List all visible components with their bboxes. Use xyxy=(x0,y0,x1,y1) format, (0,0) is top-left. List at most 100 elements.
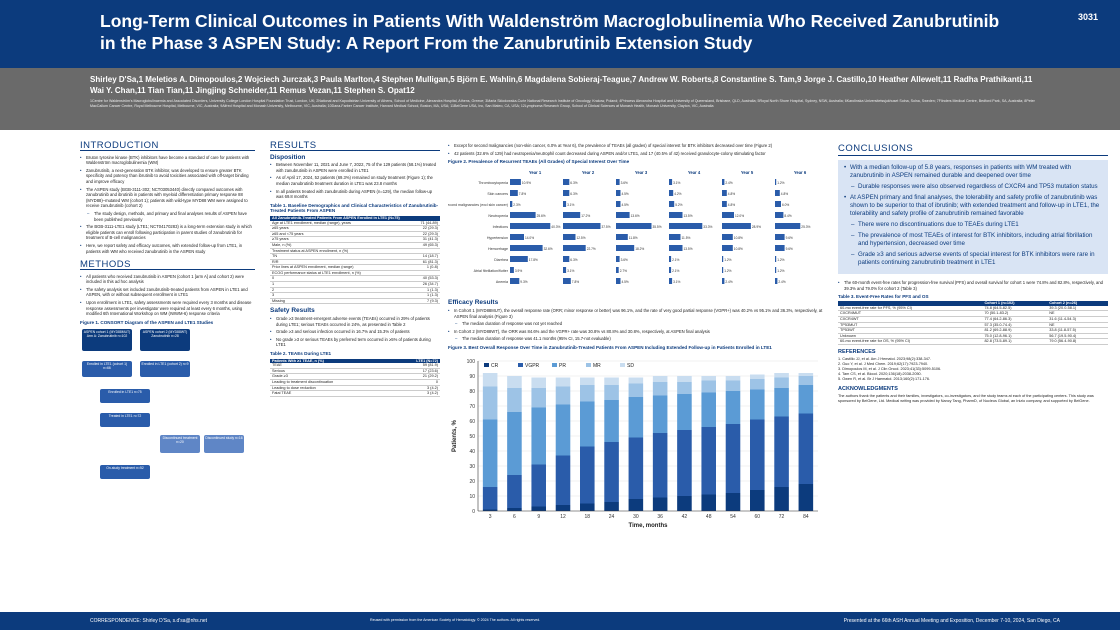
bar-sd xyxy=(652,375,668,382)
prevalence-bar xyxy=(775,222,801,229)
prevalence-figure: Thrombocytopenia Skin cancers Second malig… xyxy=(445,170,811,284)
table-cell: 31 (41.3) xyxy=(416,236,440,243)
table-cell: 56.7 (19.5-90.4) xyxy=(1047,333,1108,340)
x-tick-label: 12 xyxy=(560,514,566,520)
bar-vgpr xyxy=(677,429,692,496)
bar-sd xyxy=(507,375,522,388)
prevalence-label: 4.2% xyxy=(674,192,681,196)
list-item: At ASPEN primary and final analyses, the… xyxy=(844,194,1102,218)
prevalence-label: 9.3% xyxy=(520,280,527,284)
prevalence-label: 40.3% xyxy=(551,225,560,229)
references-heading: REFERENCES xyxy=(838,348,876,355)
x-tick-label: 36 xyxy=(657,514,663,520)
prevalence-bar xyxy=(722,189,727,196)
table-row: CXCR4MUT 70 (50.1-83.2) NE xyxy=(838,310,1108,317)
table-cell: TEAE xyxy=(270,363,392,369)
table-row: Prior lines at ASPEN enrollment, median … xyxy=(270,264,440,271)
table-row: 1 26 (34.7) xyxy=(270,281,440,288)
table-cell: 59 (81.9) xyxy=(391,363,440,369)
list-item: The prevalence of most TEAEs of interest… xyxy=(844,232,1102,248)
prevalence-bar xyxy=(722,211,734,218)
prevalence-label: 18.2% xyxy=(635,247,644,251)
prevalence-bar xyxy=(563,255,570,262)
prevalence-label: 33.3% xyxy=(703,225,712,229)
bar-cr xyxy=(652,497,668,511)
legend-label: MR xyxy=(593,363,601,369)
bar-vgpr xyxy=(482,486,498,510)
ae-label: Infections xyxy=(493,225,509,229)
prevalence-bar xyxy=(669,222,703,229)
prevalence-bar xyxy=(563,189,570,196)
efs-list: The 60-month event-free rates for progre… xyxy=(838,280,1108,291)
prevalence-label: 3.6% xyxy=(621,181,628,185)
prevalence-label: 25.3% xyxy=(801,225,810,229)
methods-list: All patients who received zanubrutinib i… xyxy=(80,274,255,317)
bar-mr xyxy=(798,375,814,385)
methods-heading: METHODS xyxy=(80,260,255,270)
prevalence-bar xyxy=(775,277,778,284)
prevalence-bar xyxy=(510,189,518,196)
table-cell: 26 (34.7) xyxy=(416,281,440,288)
safety-list: Grade ≥3 treatment-emergent adverse even… xyxy=(270,316,440,348)
table-cell: Prior lines at ASPEN enrollment, median … xyxy=(270,264,417,271)
conclusions-heading: CONCLUSIONS xyxy=(838,143,1108,156)
prevalence-bar xyxy=(775,189,780,196)
table-cell: R/R xyxy=(270,259,417,266)
prevalence-label: 25.6% xyxy=(537,214,546,218)
prevalence-label: 12.0% xyxy=(735,214,744,218)
table-cell: 77.4 (64.2-86.3) xyxy=(982,316,1048,323)
bar-sd xyxy=(677,375,692,382)
table-row: Leading to treatment discontinuation 0 xyxy=(270,379,440,386)
consort-cohort1: ASPEN cohort 1 (MYD88MUT) Arm A: Zanubru… xyxy=(82,329,132,352)
references-list: 1. Castillo JJ, et al. Am J Hematol. 202… xyxy=(838,357,1108,382)
reference-item: 3. Dimopoulos M, et al. J Clin Oncol. 20… xyxy=(838,366,942,371)
bar-vgpr xyxy=(774,416,789,487)
table-cell: Grade ≥3 xyxy=(270,373,392,380)
consort-treated: Treated in LTE1 n=72 xyxy=(100,413,150,428)
bar-mr xyxy=(604,384,619,400)
prevalence-label: 17.2% xyxy=(581,214,590,218)
table-row: 0 40 (53.3) xyxy=(270,275,440,283)
bar-cr xyxy=(507,507,522,511)
bar-pr xyxy=(580,401,595,447)
bar-vgpr xyxy=(652,432,668,498)
table-cell: 3 (4.2) xyxy=(391,385,440,392)
table-row: ECOG performance status at LTE1 enrollme… xyxy=(270,270,440,277)
bar-sd xyxy=(725,375,741,381)
prevalence-bar xyxy=(775,233,785,240)
prevalence-label: 4.8% xyxy=(728,192,735,196)
prevalence-bar xyxy=(616,255,620,262)
conclusions-panel: With a median follow-up of 5.8 years, re… xyxy=(838,160,1108,274)
prevalence-label: 4.5% xyxy=(622,280,629,284)
bar-pr xyxy=(507,411,522,475)
table-cell: ≥65 and <75 years xyxy=(270,231,417,238)
x-tick-label: 60 xyxy=(755,514,761,520)
prevalence-bar xyxy=(775,200,781,207)
year-label: Year 2 xyxy=(582,170,595,175)
prevalence-bar xyxy=(510,222,551,229)
table3: Cohort 1 (n=102) Cohort 2 (n=26) 60-mo ev… xyxy=(838,301,1108,345)
prevalence-label: 4.8% xyxy=(781,192,788,196)
list-item: No grade ≥3 or serious TEAEs by preferre… xyxy=(270,337,440,348)
table-header: Patients With ≥1 TEAE, n (%) xyxy=(270,358,392,364)
list-item: Except for second malignancies (non-skin… xyxy=(448,143,828,149)
prevalence-bar xyxy=(722,255,724,262)
prevalence-bar xyxy=(669,255,672,262)
acknowledgments-heading: ACKNOWLEDGMENTS xyxy=(838,385,898,392)
legend-swatch xyxy=(518,362,523,367)
ae-label: Thrombocytopenia xyxy=(478,181,508,185)
intro-list: Bruton tyrosine kinase (BTK) inhibitors … xyxy=(80,155,255,255)
table-cell: Male, n (%) xyxy=(270,242,417,249)
table-row: Serious 17 (23.6) xyxy=(270,368,440,375)
ae-label: Anemia xyxy=(496,280,508,284)
figure3-caption: Figure 3. Best Overall Response Over Tim… xyxy=(448,344,772,350)
bar-vgpr xyxy=(580,446,595,504)
bar-cr xyxy=(531,506,546,511)
consort-diagram: ASPEN cohort 1 (MYD88MUT) Arm A: Zanubru… xyxy=(80,327,255,487)
author-band: Shirley D'Sa,1 Meletios A. Dimopoulos,2 … xyxy=(0,68,1120,130)
figure2-caption: Figure 2. Prevalence of Recurrent TEAEs … xyxy=(448,159,630,165)
table-cell: CXCR4MUT xyxy=(838,310,983,317)
abstract-number: 3031 xyxy=(1077,12,1098,22)
ae-label: Neutropenia xyxy=(488,214,508,218)
year-label: Year 3 xyxy=(635,170,648,175)
